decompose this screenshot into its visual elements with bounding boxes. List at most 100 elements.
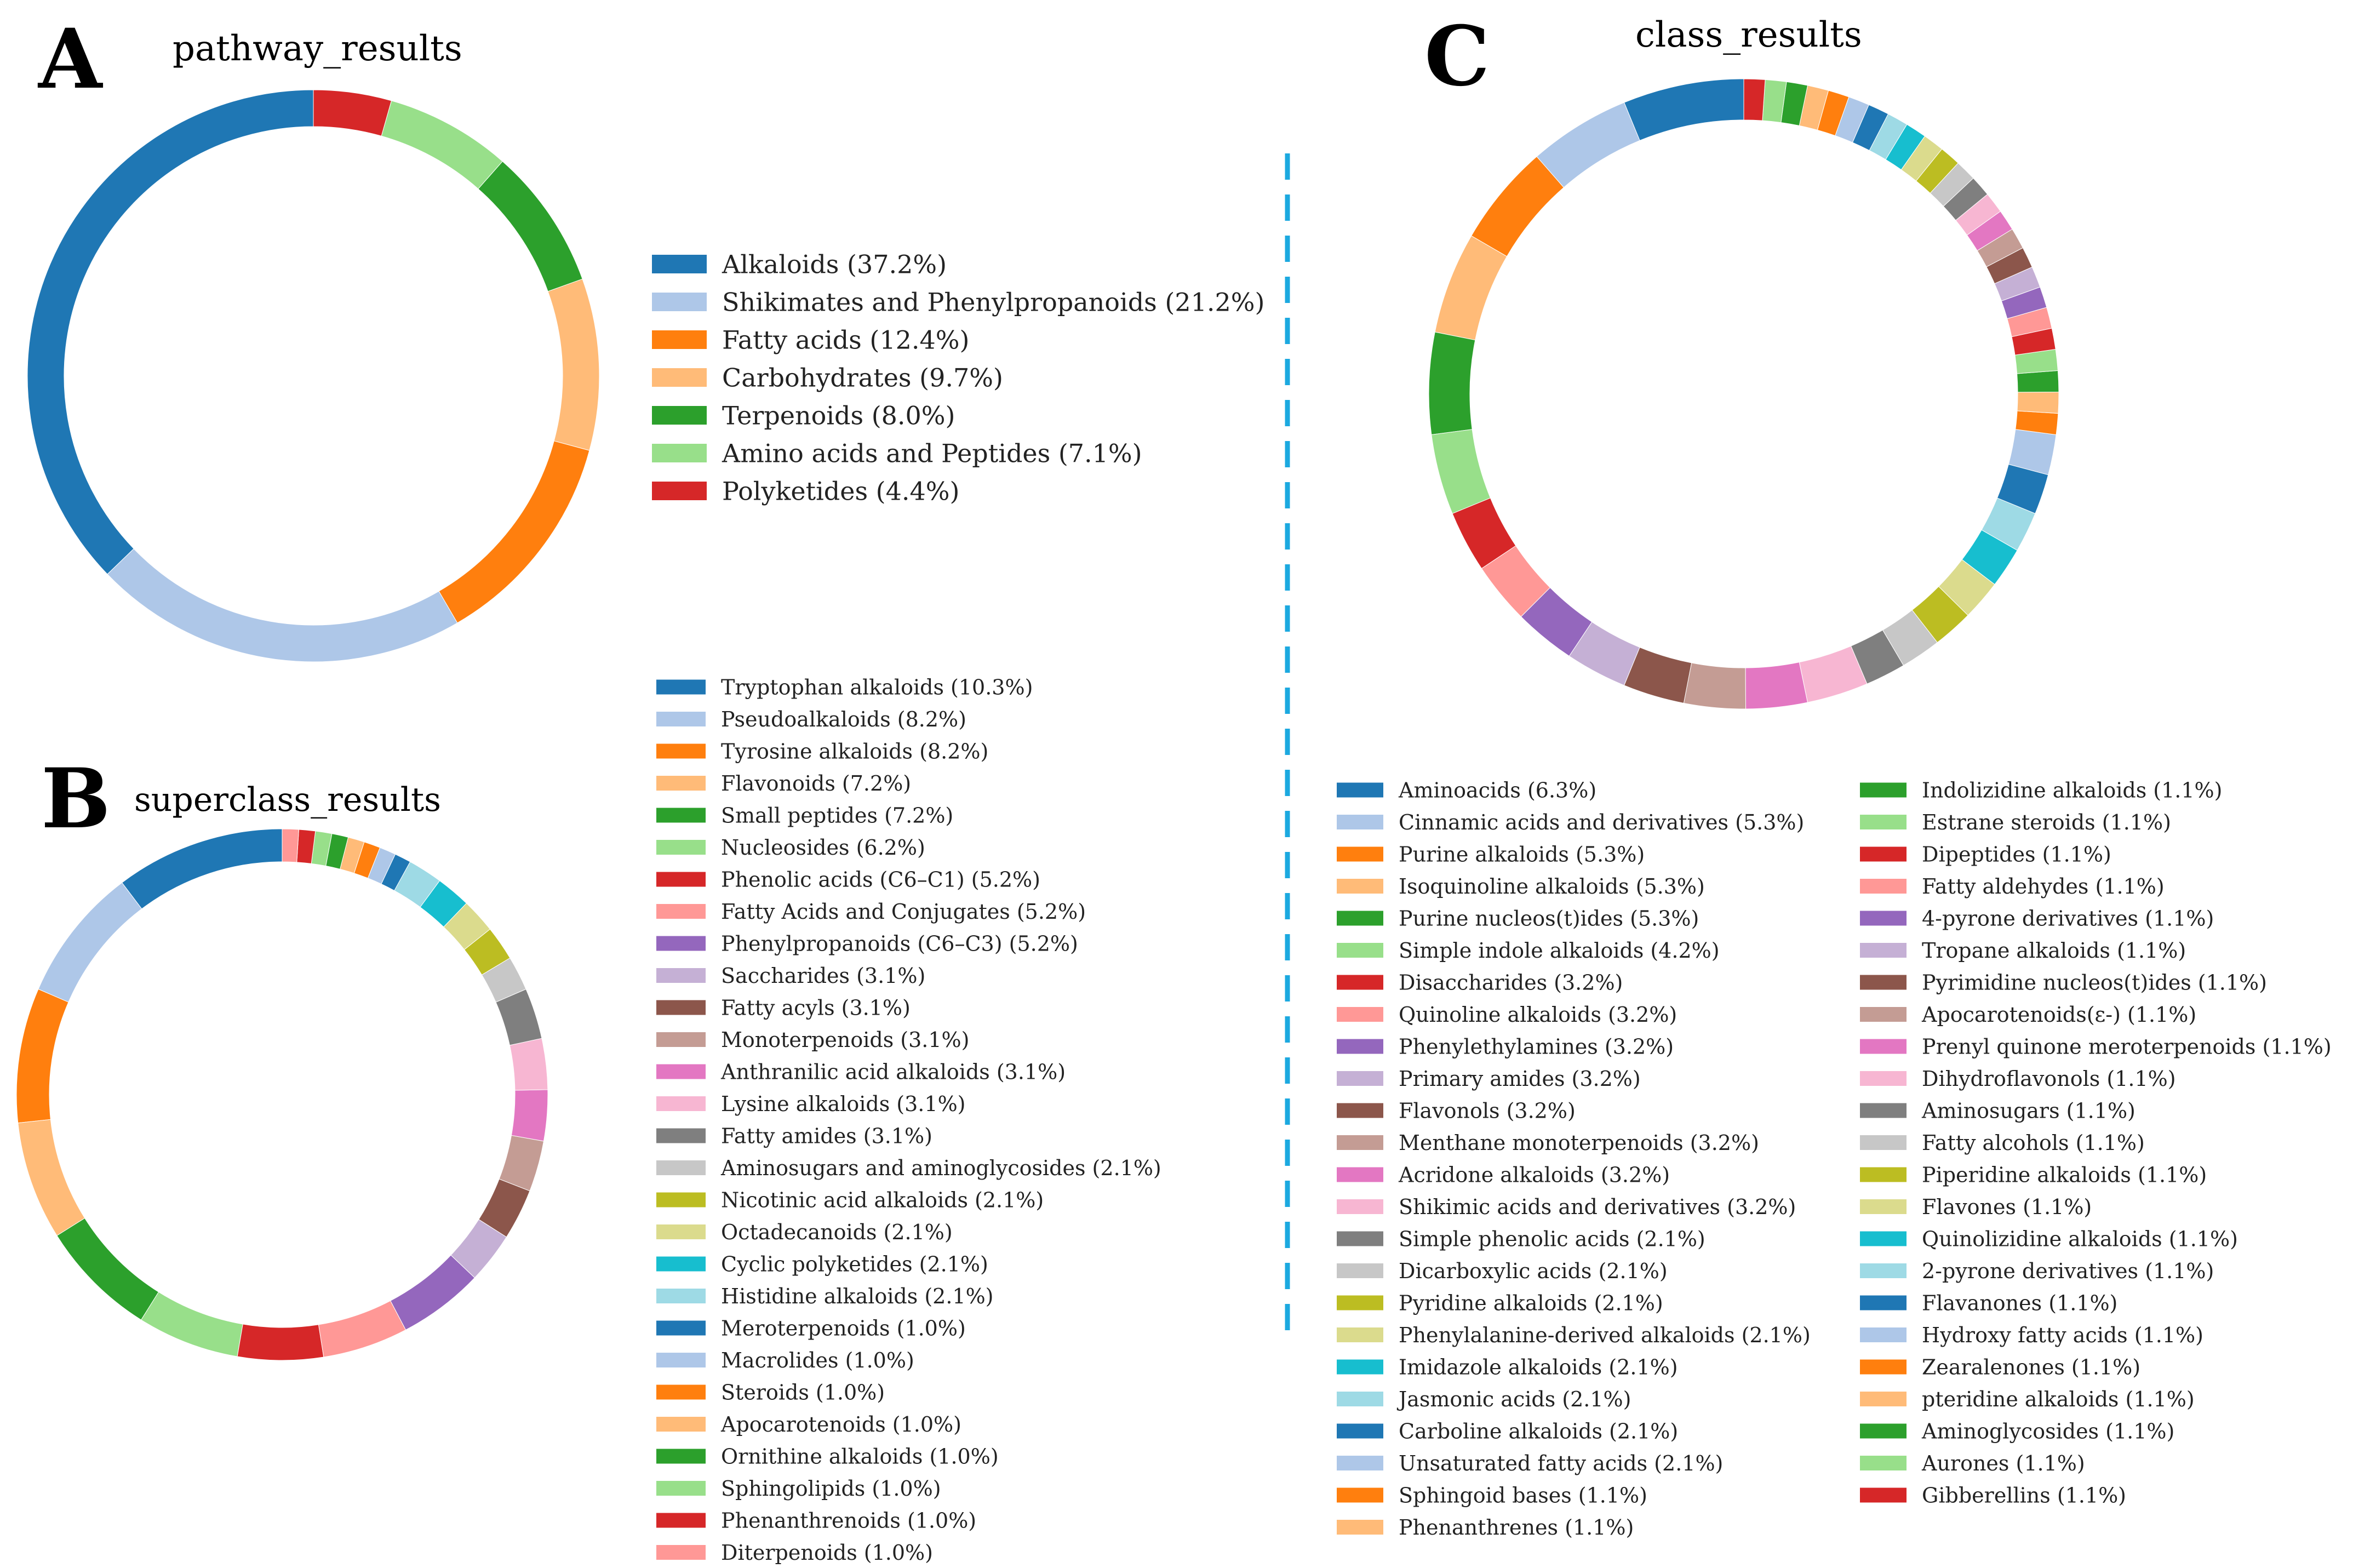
panel-c-legend-swatch-dihydroflavonols xyxy=(1860,1071,1907,1086)
panel-c-legend-swatch-piperidine-alkaloids xyxy=(1860,1167,1907,1182)
panel-c-legend-label-piperidine-alkaloids: Piperidine alkaloids (1.1%) xyxy=(1922,1163,2207,1187)
panel-c-legend-swatch-aminosugars xyxy=(1860,1103,1907,1118)
panel-b-legend-label-saccharides: Saccharides (3.1%) xyxy=(721,964,925,988)
panel-c-legend-label-quinoline-alkaloids: Quinoline alkaloids (3.2%) xyxy=(1399,1003,1677,1027)
panel-b-legend-label-flavonoids: Flavonoids (7.2%) xyxy=(721,771,911,796)
panel-a-slice-carbohydrates xyxy=(547,278,600,451)
panel-c-legend-label-menthane-monoterpenoids: Menthane monoterpenoids (3.2%) xyxy=(1399,1131,1759,1155)
panel-c-title: class_results xyxy=(1635,15,1862,55)
panel-c-legend-swatch-menthane-monoterpenoids xyxy=(1337,1135,1383,1150)
panel-b-legend-swatch-cyclic-polyketides xyxy=(656,1256,706,1272)
panel-b-slice-lysine-alkaloids xyxy=(509,1038,548,1091)
panel-c-legend-swatch-indolizidine-alkaloids xyxy=(1860,782,1907,798)
panel-c-legend-swatch-acridone-alkaloids xyxy=(1337,1167,1383,1182)
panel-c-legend-swatch-unsaturated-fatty-acids xyxy=(1337,1456,1383,1470)
panel-c-legend-swatch-flavonols xyxy=(1337,1103,1383,1118)
panel-b-legend-label-sphingolipids: Sphingolipids (1.0%) xyxy=(721,1477,941,1501)
panel-b-legend-label-steroids: Steroids (1.0%) xyxy=(721,1381,885,1405)
panel-a-slice-fatty-acids xyxy=(438,440,590,623)
panel-b-legend-swatch-nucleosides xyxy=(656,840,706,855)
panel-b-legend-label-pseudoalkaloids: Pseudoalkaloids (8.2%) xyxy=(721,707,966,731)
panel-c-legend-swatch-pyrimidine-nucleosides xyxy=(1860,975,1907,990)
panel-c-legend-label-disaccharides: Disaccharides (3.2%) xyxy=(1399,971,1623,995)
panel-b-legend-label-small-peptides: Small peptides (7.2%) xyxy=(721,804,953,828)
panel-c-legend-swatch-flavones xyxy=(1860,1199,1907,1214)
panel-c-legend-swatch-aurones xyxy=(1860,1456,1907,1470)
panel-c-legend-swatch-purine-nucleosides xyxy=(1337,911,1383,926)
panel-b-legend-label-monoterpenoids: Monoterpenoids (3.1%) xyxy=(721,1028,969,1052)
panel-c-legend-swatch-phenylethylamines xyxy=(1337,1039,1383,1054)
panel-c-legend-swatch-flavanones xyxy=(1860,1295,1907,1311)
panel-b-legend-label-diterpenoids: Diterpenoids (1.0%) xyxy=(721,1541,933,1565)
panel-b-slice-anthranilic-acid-alkaloids xyxy=(511,1089,548,1142)
panel-c-legend-label-pyridine-alkaloids: Pyridine alkaloids (2.1%) xyxy=(1399,1291,1663,1315)
panel-b-legend-swatch-phenolic-acids xyxy=(656,872,706,887)
panel-c-slice-simple-indole-alkaloids xyxy=(1431,429,1491,514)
panel-c-legend-label-isoquinoline-alkaloids: Isoquinoline alkaloids (5.3%) xyxy=(1399,874,1705,899)
panel-c-legend-label-cinnamic-acids-and-derivatives: Cinnamic acids and derivatives (5.3%) xyxy=(1399,810,1804,834)
panel-b-legend-label-fatty-amides: Fatty amides (3.1%) xyxy=(721,1124,932,1148)
panel-b-legend-label-anthranilic-acid-alkaloids: Anthranilic acid alkaloids (3.1%) xyxy=(720,1060,1066,1084)
panel-c-legend-label-zearalenones: Zearalenones (1.1%) xyxy=(1922,1355,2140,1380)
panel-b-legend: Tryptophan alkaloids (10.3%) Pseudoalkalo… xyxy=(656,676,1161,1565)
panel-a-slice-polyketides xyxy=(313,89,392,136)
panel-c-legend-label-gibberellins: Gibberellins (1.1%) xyxy=(1922,1484,2126,1508)
panel-c-legend-swatch-aminoacids xyxy=(1337,782,1383,798)
panel-b-slice-nucleosides xyxy=(141,1291,243,1357)
panel-b-legend-label-nicotinic-acid-alkaloids: Nicotinic acid alkaloids (2.1%) xyxy=(721,1188,1044,1212)
panel-b-legend-label-phenylpropanoids: Phenylpropanoids (C6–C3) (5.2%) xyxy=(721,932,1078,956)
panel-c-legend-swatch-cinnamic-acids-and-derivatives xyxy=(1337,815,1383,829)
panel-c-legend-label-apocarotenoids: Apocarotenoids(ε-) (1.1%) xyxy=(1921,1003,2196,1027)
panel-b-legend-label-histidine-alkaloids: Histidine alkaloids (2.1%) xyxy=(721,1284,994,1308)
panel-c-legend-swatch-isoquinoline-alkaloids xyxy=(1337,879,1383,894)
panel-c-legend-label-shikimic-acids-and-derivatives: Shikimic acids and derivatives (3.2%) xyxy=(1399,1195,1796,1219)
panel-c-legend-label-aurones: Aurones (1.1%) xyxy=(1921,1451,2085,1475)
panel-a-slice-amino-acids-and-peptides xyxy=(381,100,503,190)
panel-c-legend-label-primary-amides: Primary amides (3.2%) xyxy=(1399,1067,1641,1091)
panel-b-legend-swatch-fatty-acyls xyxy=(656,1000,706,1015)
panel-a-donut xyxy=(27,89,600,662)
panel-c-legend-label-phenylalanine-derived-alkaloids: Phenylalanine-derived alkaloids (2.1%) xyxy=(1399,1323,1811,1347)
panel-c-legend-label-simple-indole-alkaloids: Simple indole alkaloids (4.2%) xyxy=(1399,938,1720,963)
panel-b-slice-fatty-acids-and-conjugates xyxy=(318,1300,407,1358)
panel-c-legend-swatch-dicarboxylic-acids xyxy=(1337,1263,1383,1278)
panel-b-legend-swatch-phenylpropanoids xyxy=(656,936,706,951)
panel-c-legend-label-quinolizidine-alkaloids: Quinolizidine alkaloids (1.1%) xyxy=(1922,1227,2238,1251)
panel-c-legend-label-unsaturated-fatty-acids: Unsaturated fatty acids (2.1%) xyxy=(1399,1451,1723,1475)
panel-b-slice-tyrosine-alkaloids xyxy=(16,988,69,1124)
panel-b: B superclass_results Tryptophan alkaloid… xyxy=(16,676,1161,1565)
panel-b-legend-swatch-tryptophan-alkaloids xyxy=(656,679,706,695)
panel-c-legend-label-dicarboxylic-acids: Dicarboxylic acids (2.1%) xyxy=(1399,1259,1668,1283)
panel-b-legend-swatch-small-peptides xyxy=(656,808,706,823)
panel-c-legend-label-phenylethylamines: Phenylethylamines (3.2%) xyxy=(1399,1035,1674,1059)
panel-c-legend-swatch-jasmonic-acids xyxy=(1337,1392,1383,1406)
panel-b-legend-swatch-pseudoalkaloids xyxy=(656,712,706,726)
panel-c-legend-label-4-pyrone-derivatives: 4-pyrone derivatives (1.1%) xyxy=(1922,907,2214,931)
panel-c-legend-label-dipeptides: Dipeptides (1.1%) xyxy=(1922,843,2111,867)
panel-b-legend-swatch-meroterpenoids xyxy=(656,1320,706,1336)
panel-b-slice-phenolic-acids xyxy=(237,1324,324,1361)
panel-b-legend-swatch-phenanthrenoids xyxy=(656,1513,706,1528)
panel-b-legend-label-fatty-acyls: Fatty acyls (3.1%) xyxy=(721,996,911,1020)
panel-a-legend-label-terpenoids: Terpenoids (8.0%) xyxy=(722,401,955,431)
panel-a: A pathway_results Alkaloids (37.2%) Shiki… xyxy=(27,11,1264,662)
panel-c-legend: Aminoacids (6.3%) Cinnamic acids and deri… xyxy=(1337,779,2332,1540)
panel-a-slice-shikimates-and-phenylpropanoids xyxy=(107,548,458,662)
panel-c-legend-swatch-quinolizidine-alkaloids xyxy=(1860,1231,1907,1246)
panel-b-donut xyxy=(16,828,548,1361)
panel-b-legend-label-fatty-acids-and-conjugates: Fatty Acids and Conjugates (5.2%) xyxy=(721,900,1086,924)
panel-c-legend-swatch-2-pyrone-derivatives xyxy=(1860,1263,1907,1278)
panel-c-legend-label-phenanthrenes: Phenanthrenes (1.1%) xyxy=(1399,1515,1634,1540)
panel-b-legend-swatch-histidine-alkaloids xyxy=(656,1289,706,1303)
panel-c-legend-swatch-4-pyrone-derivatives xyxy=(1860,911,1907,926)
panel-a-legend: Alkaloids (37.2%) Shikimates and Phenylpr… xyxy=(652,250,1264,506)
panel-c-legend-label-flavanones: Flavanones (1.1%) xyxy=(1922,1291,2117,1315)
panel-c-legend-label-fatty-alcohols: Fatty alcohols (1.1%) xyxy=(1922,1131,2145,1155)
panel-c-legend-label-2-pyrone-derivatives: 2-pyrone derivatives (1.1%) xyxy=(1922,1259,2214,1283)
panel-a-legend-label-fatty-acids: Fatty acids (12.4%) xyxy=(722,325,969,355)
panel-a-legend-label-shikimates-and-phenylpropanoids: Shikimates and Phenylpropanoids (21.2%) xyxy=(722,288,1264,317)
panel-c-legend-label-flavonols: Flavonols (3.2%) xyxy=(1399,1099,1576,1123)
panel-b-legend-label-ornithine-alkaloids: Ornithine alkaloids (1.0%) xyxy=(721,1445,999,1469)
panel-c-legend-swatch-dipeptides xyxy=(1860,846,1907,862)
panel-b-slice-tryptophan-alkaloids xyxy=(121,828,283,909)
